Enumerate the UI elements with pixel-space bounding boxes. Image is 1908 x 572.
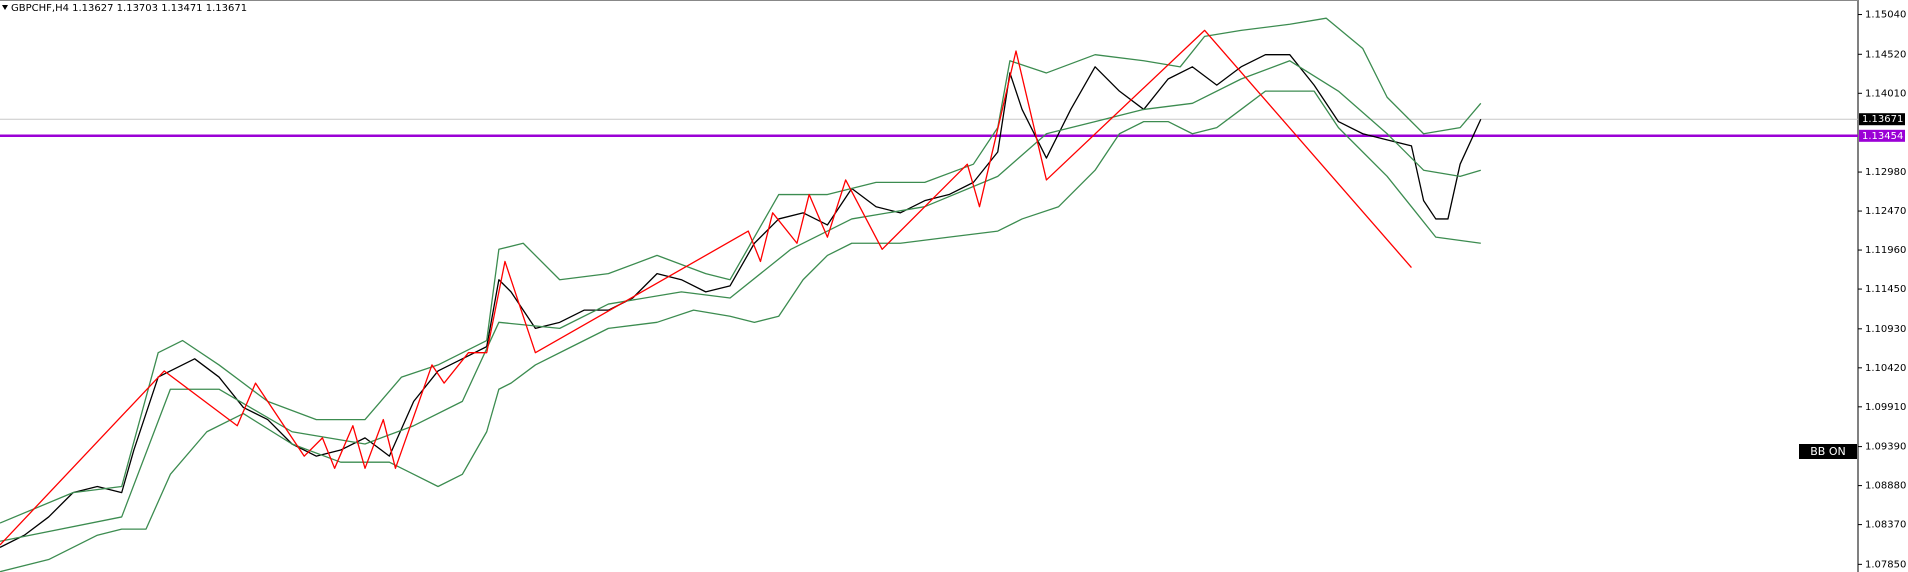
series-line <box>0 54 1482 548</box>
price-label: 1.13454 <box>1862 131 1903 142</box>
indicator-label: BB ON <box>1810 445 1845 458</box>
series-line <box>0 29 1412 546</box>
series-line <box>0 17 1482 524</box>
y-tick-label: 1.07850 <box>1865 559 1906 570</box>
price-label: 1.13671 <box>1862 114 1903 125</box>
price-label-box <box>1859 129 1905 142</box>
y-tick-label: 1.15040 <box>1865 10 1906 21</box>
y-tick-label: 1.08370 <box>1865 520 1906 531</box>
y-tick-label: 1.14010 <box>1865 88 1906 99</box>
y-tick-label: 1.08880 <box>1865 481 1906 492</box>
y-tick-label: 1.10420 <box>1865 363 1906 374</box>
y-tick-label: 1.09910 <box>1865 402 1906 413</box>
chart-title: GBPCHF,H4 1.13627 1.13703 1.13471 1.1367… <box>11 3 247 14</box>
symbol-menu-arrow[interactable] <box>2 5 8 10</box>
series-line <box>0 60 1481 542</box>
y-tick-label: 1.14520 <box>1865 49 1906 60</box>
y-tick-label: 1.11960 <box>1865 245 1906 256</box>
y-tick-label: 1.11450 <box>1865 284 1906 295</box>
y-tick-label: 1.10930 <box>1865 324 1906 335</box>
y-tick-label: 1.09390 <box>1865 442 1906 453</box>
y-tick-label: 1.12470 <box>1865 206 1906 217</box>
y-tick-label: 1.12980 <box>1865 167 1906 178</box>
indicator-badge <box>1799 444 1857 459</box>
price-label-box <box>1859 113 1905 126</box>
series-line <box>0 90 1481 572</box>
